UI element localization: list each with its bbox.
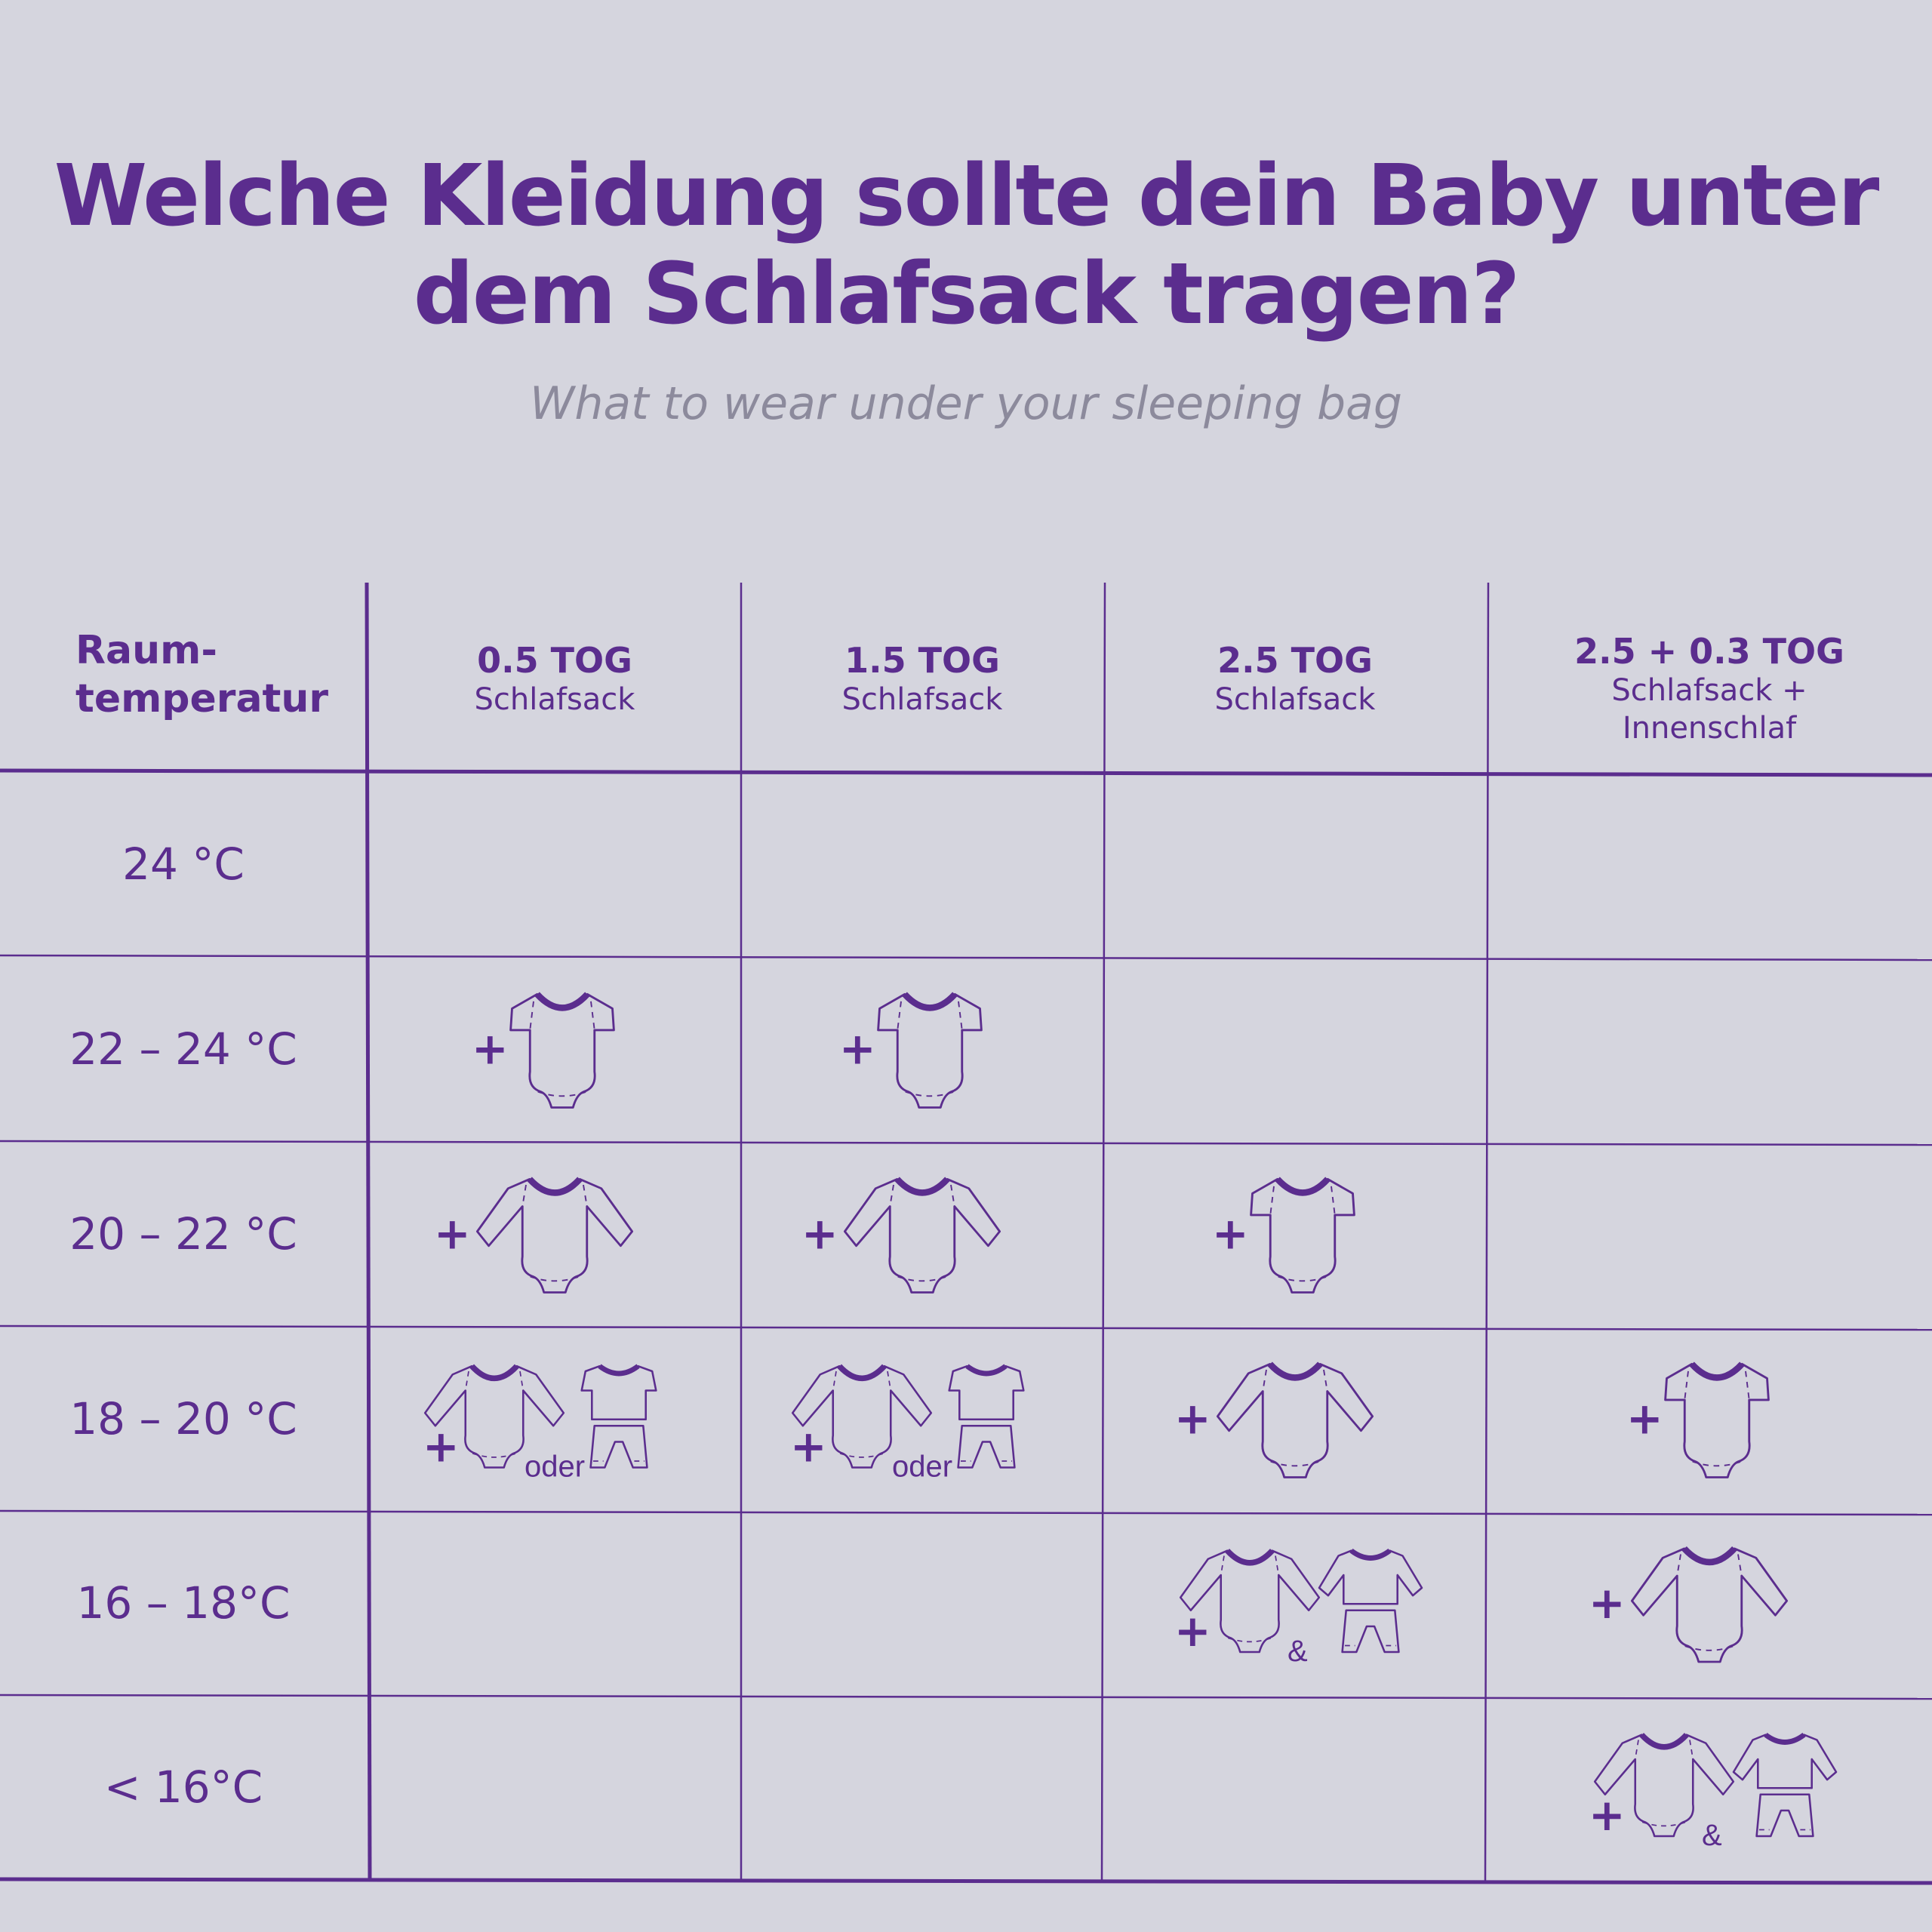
temperature-label: 20 – 22 °C — [69, 1208, 297, 1260]
clothing-long-sleeve-bodysuit: + — [1174, 1361, 1374, 1478]
column-header-2: 1.5 TOG Schlafsack — [741, 640, 1103, 718]
clothing-long-sleeve-bodysuit-or-pyjamas: + oder — [423, 1364, 657, 1484]
grid-hline-3 — [0, 1324, 1932, 1331]
connector-word: oder — [525, 1451, 585, 1484]
row-header: Raum- temperatur — [75, 626, 328, 723]
long-sleeve-bodysuit-icon — [1630, 1546, 1789, 1663]
grid-hline-2 — [0, 1140, 1932, 1146]
plus-sign: + — [1174, 1605, 1211, 1657]
clothing-long-sleeve-bodysuit: + — [434, 1177, 634, 1294]
column-tog-label: 2.5 + 0.3 TOG — [1574, 631, 1844, 672]
short-sleeve-bodysuit-icon — [877, 992, 983, 1109]
connector-word: & — [1287, 1635, 1308, 1668]
temperature-label: 18 – 20 °C — [69, 1392, 297, 1444]
row-header-line-1: Raum- — [75, 628, 217, 673]
row-header-line-2: temperatur — [75, 676, 329, 721]
page-subtitle: What to wear under your sleeping bag — [530, 377, 1402, 430]
column-tog-label: 0.5 TOG — [477, 640, 632, 681]
connector-word: oder — [892, 1451, 952, 1484]
clothing-long-sleeve-bodysuit-and-pyjamas: + & — [1174, 1548, 1423, 1668]
long-sleeve-bodysuit-icon — [1216, 1361, 1374, 1478]
pyjamas-icon — [1318, 1548, 1423, 1654]
plus-sign: + — [1589, 1789, 1626, 1841]
pyjamas-icon — [580, 1364, 657, 1469]
grid-vline-2 — [1100, 582, 1106, 1881]
column-tog-label: 2.5 TOG — [1217, 640, 1373, 681]
short-sleeve-bodysuit-icon — [1250, 1177, 1355, 1294]
grid-vline-3 — [1484, 582, 1490, 1881]
short-sleeve-bodysuit-icon — [509, 992, 615, 1109]
plus-sign: + — [423, 1421, 460, 1472]
title-line-2: dem Schlafsack tragen? — [413, 245, 1521, 343]
clothing-short-sleeve-bodysuit: + — [839, 992, 983, 1109]
plus-sign: + — [790, 1421, 827, 1472]
column-header-4: 2.5 + 0.3 TOG Schlafsack + Innenschlaf — [1487, 631, 1932, 747]
long-sleeve-bodysuit-icon — [1593, 1733, 1735, 1838]
grid-header-line — [0, 768, 1932, 777]
clothing-short-sleeve-bodysuit: + — [1626, 1361, 1770, 1478]
plus-sign: + — [434, 1208, 471, 1260]
page-title: Welche Kleidung sollte dein Baby unter d… — [0, 147, 1932, 343]
grid-hline-1 — [0, 954, 1932, 961]
title-line-1: Welche Kleidung sollte dein Baby unter — [54, 147, 1880, 245]
grid-bottom-line — [0, 1877, 1932, 1885]
connector-word: & — [1702, 1819, 1722, 1852]
plus-sign: + — [1212, 1208, 1249, 1260]
long-sleeve-bodysuit-icon — [843, 1177, 1001, 1294]
plus-sign: + — [839, 1023, 876, 1075]
long-sleeve-bodysuit-icon — [423, 1364, 565, 1469]
column-bag-label: Schlafsack — [1214, 682, 1376, 717]
temperature-label: 16 – 18°C — [76, 1577, 291, 1629]
clothing-short-sleeve-bodysuit: + — [472, 992, 615, 1109]
plus-sign: + — [1589, 1577, 1626, 1629]
long-sleeve-bodysuit-icon — [791, 1364, 933, 1469]
temperature-label: 22 – 24 °C — [69, 1023, 297, 1075]
clothing-long-sleeve-bodysuit: + — [801, 1177, 1001, 1294]
long-sleeve-bodysuit-icon — [1179, 1549, 1321, 1654]
long-sleeve-bodysuit-icon — [475, 1177, 634, 1294]
column-tog-label: 1.5 TOG — [844, 640, 1000, 681]
temperature-label: 24 °C — [122, 838, 245, 890]
short-sleeve-bodysuit-icon — [1664, 1361, 1770, 1478]
pyjamas-icon — [948, 1364, 1025, 1469]
pyjamas-icon — [1732, 1732, 1838, 1838]
clothing-long-sleeve-bodysuit-or-pyjamas: + oder — [790, 1364, 1025, 1484]
plus-sign: + — [1626, 1393, 1663, 1444]
temperature-label: < 16°C — [103, 1761, 263, 1813]
column-bag-label-2: Innenschlaf — [1622, 711, 1797, 746]
plus-sign: + — [472, 1023, 509, 1075]
plus-sign: + — [1174, 1393, 1211, 1444]
clothing-long-sleeve-bodysuit: + — [1589, 1546, 1789, 1663]
plus-sign: + — [801, 1208, 838, 1260]
column-bag-label: Schlafsack — [474, 682, 635, 717]
column-bag-label: Schlafsack + — [1611, 673, 1807, 708]
grid-hline-4 — [0, 1509, 1932, 1516]
clothing-short-sleeve-bodysuit: + — [1212, 1177, 1355, 1294]
clothing-long-sleeve-bodysuit-and-pyjamas: + & — [1589, 1732, 1838, 1852]
column-bag-label: Schlafsack — [841, 682, 1003, 717]
column-header-1: 0.5 TOG Schlafsack — [368, 640, 741, 718]
column-header-3: 2.5 TOG Schlafsack — [1103, 640, 1487, 718]
grid-hline-5 — [0, 1694, 1932, 1700]
grid-vline-0 — [365, 582, 372, 1881]
